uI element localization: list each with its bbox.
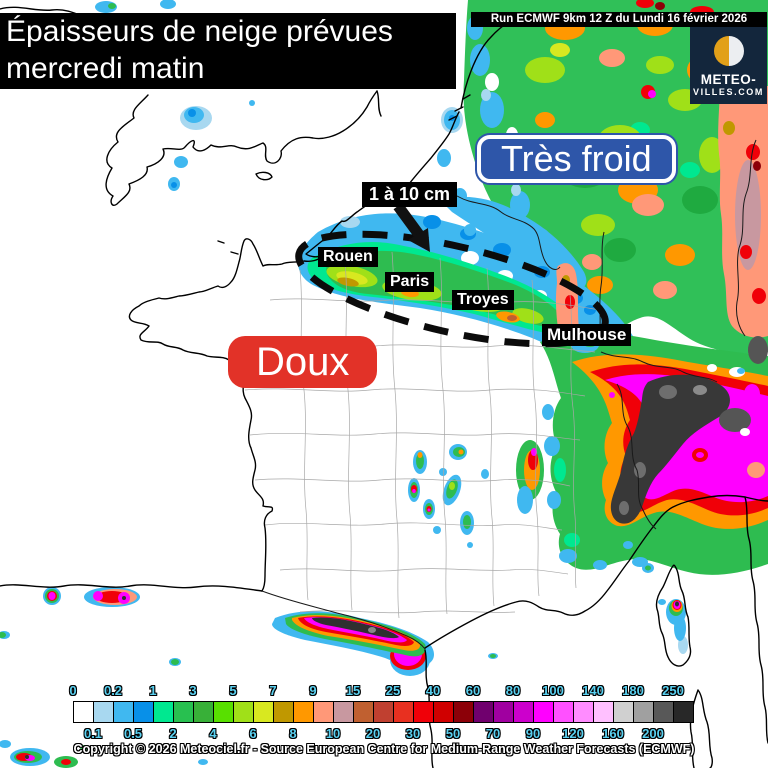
- legend-cell: [593, 701, 614, 723]
- legend-cell: [493, 701, 514, 723]
- legend-tick-label: 0.1: [83, 726, 103, 741]
- legend-tick-label: 10: [325, 726, 341, 741]
- snow-band-depth-label: 1 à 10 cm: [362, 182, 458, 207]
- legend-cell: [513, 701, 534, 723]
- legend-tick-label: 3: [189, 683, 197, 698]
- city-label-mulhouse: Mulhouse: [542, 324, 632, 346]
- legend-tick-label: 50: [445, 726, 461, 741]
- legend-cell: [193, 701, 214, 723]
- legend-cell: [673, 701, 694, 723]
- legend-tick-label: 120: [562, 726, 584, 741]
- legend-cell: [533, 701, 554, 723]
- legend-cell: [213, 701, 234, 723]
- legend-tick-label: 60: [465, 683, 481, 698]
- map-title-line1: Épaisseurs de neige prévues: [6, 15, 393, 48]
- sun-moon-icon: [713, 36, 744, 66]
- copyright-text: Copyright © 2026 Meteociel.fr - Source E…: [73, 742, 695, 756]
- legend-tick-label: 1: [149, 683, 157, 698]
- legend-tick-label: 180: [622, 683, 644, 698]
- legend-cell: [113, 701, 134, 723]
- legend-cell: [173, 701, 194, 723]
- legend-tick-label: 7: [269, 683, 277, 698]
- legend-tick-label: 5: [229, 683, 237, 698]
- legend-cell: [253, 701, 274, 723]
- mild-label: Doux: [228, 336, 378, 388]
- legend-tick-label: 160: [602, 726, 624, 741]
- legend-tick-label: 2: [169, 726, 177, 741]
- legend-tick-label: 9: [309, 683, 317, 698]
- meteo-villes-logo: METEO- VILLES.COM: [690, 27, 767, 104]
- city-label-paris: Paris: [385, 272, 435, 292]
- legend-cell: [313, 701, 334, 723]
- legend-tick-label: 140: [582, 683, 604, 698]
- model-run-info: Run ECMWF 9km 12 Z du Lundi 16 février 2…: [471, 12, 767, 27]
- legend-tick-label: 40: [425, 683, 441, 698]
- legend-cell: [153, 701, 174, 723]
- legend-tick-label: 70: [485, 726, 501, 741]
- legend-tick-label: 6: [249, 726, 257, 741]
- map-title-line2: mercredi matin: [6, 52, 205, 85]
- legend-tick-label: 0.2: [103, 683, 123, 698]
- legend-cell: [653, 701, 674, 723]
- legend-tick-label: 250: [662, 683, 684, 698]
- legend-cell: [233, 701, 254, 723]
- legend-cell: [353, 701, 374, 723]
- legend-cell: [373, 701, 394, 723]
- legend-cell: [473, 701, 494, 723]
- legend-cell: [273, 701, 294, 723]
- legend-cell: [393, 701, 414, 723]
- legend-cell: [613, 701, 634, 723]
- legend-cell: [133, 701, 154, 723]
- legend-cell: [433, 701, 454, 723]
- legend-cell: [553, 701, 574, 723]
- cold-label: Très froid: [477, 135, 676, 183]
- legend-cell: [333, 701, 354, 723]
- legend-cell: [453, 701, 474, 723]
- legend-cell: [573, 701, 594, 723]
- department-borders: [244, 251, 601, 619]
- legend-tick-label: 80: [505, 683, 521, 698]
- legend-tick-label: 4: [209, 726, 217, 741]
- band-arrow-icon: [393, 202, 430, 252]
- legend-tick-label: 30: [405, 726, 421, 741]
- legend-tick-label: 15: [345, 683, 361, 698]
- logo-text-line2: VILLES.COM: [692, 87, 764, 97]
- legend-tick-label: 200: [642, 726, 664, 741]
- city-label-rouen: Rouen: [318, 247, 378, 267]
- legend-cell: [73, 701, 94, 723]
- legend-cell: [633, 701, 654, 723]
- map-title: Épaisseurs de neige prévues mercredi mat…: [0, 13, 456, 89]
- legend-tick-label: 0.5: [123, 726, 143, 741]
- legend-tick-label: 20: [365, 726, 381, 741]
- logo-text-line1: METEO-: [700, 72, 757, 87]
- legend-cell: [413, 701, 434, 723]
- legend-tick-label: 8: [289, 726, 297, 741]
- legend-tick-label: 25: [385, 683, 401, 698]
- legend-tick-label: 90: [525, 726, 541, 741]
- legend-tick-label: 0: [69, 683, 77, 698]
- legend-tick-label: 100: [542, 683, 564, 698]
- legend-cell: [93, 701, 114, 723]
- city-label-troyes: Troyes: [452, 290, 514, 310]
- legend-cell: [293, 701, 314, 723]
